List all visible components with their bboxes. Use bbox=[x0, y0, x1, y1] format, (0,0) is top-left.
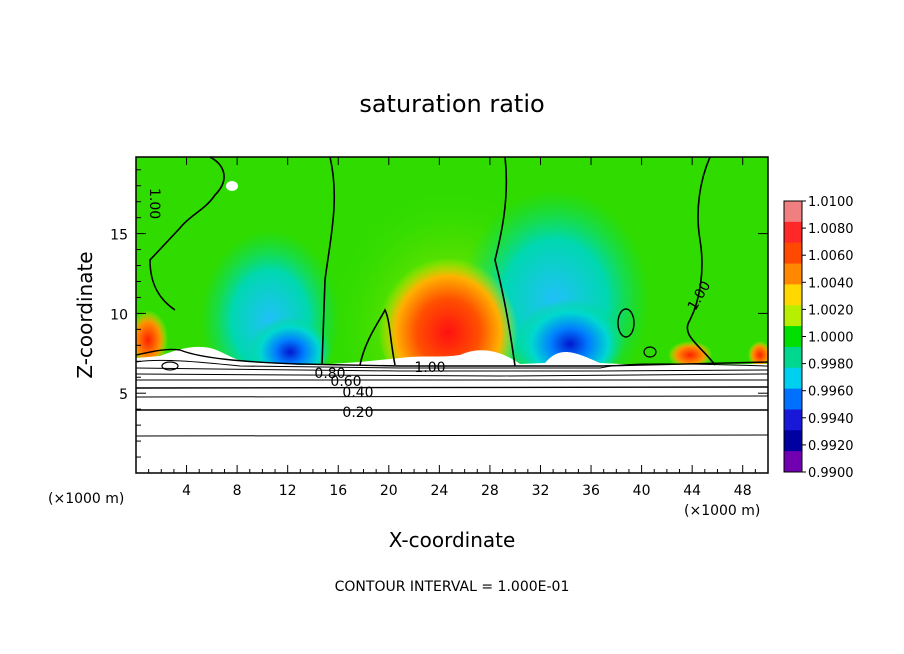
colorbar-tick-label: 0.9920 bbox=[808, 439, 854, 454]
colorbar-swatch bbox=[784, 346, 802, 369]
x-tick-label: 16 bbox=[329, 483, 347, 499]
x-tick-label: 48 bbox=[734, 483, 752, 499]
contour-lines bbox=[136, 157, 768, 437]
x-tick-label: 36 bbox=[582, 483, 600, 499]
x-tick-label: 44 bbox=[683, 483, 701, 499]
colorbar-tick-label: 1.0020 bbox=[808, 303, 854, 318]
contour-interval-note: CONTOUR INTERVAL = 1.000E-01 bbox=[335, 579, 570, 595]
colorbar-swatch bbox=[784, 367, 802, 390]
x-tick-label: 32 bbox=[532, 483, 550, 499]
colorbar-tick-label: 0.9960 bbox=[808, 385, 854, 400]
x-axis-title: X-coordinate bbox=[389, 528, 516, 552]
colorbar-swatch bbox=[784, 201, 802, 223]
chart-title: saturation ratio bbox=[359, 90, 544, 118]
colorbar-tick-label: 1.0100 bbox=[808, 195, 854, 210]
x-axis-ticks: 4 8 12 16 20 24 28 32 36 40 44 48 bbox=[148, 157, 756, 499]
colorbar-swatch bbox=[784, 305, 802, 327]
y-tick-label: 15 bbox=[110, 228, 128, 244]
heatmap-field bbox=[136, 157, 768, 473]
y-axis-title: Z-coordinate bbox=[73, 251, 97, 378]
y-tick-label: 10 bbox=[110, 307, 128, 323]
colorbar-swatch bbox=[784, 451, 802, 473]
x-unit-right: (×1000 m) bbox=[684, 503, 760, 519]
colorbar-swatch bbox=[784, 388, 802, 410]
contour-label: 0.40 bbox=[342, 385, 373, 401]
colorbar: 1.0100 1.0080 1.0060 1.0040 1.0020 1.0000 0.99… bbox=[783, 195, 854, 481]
colorbar-tick-label: 1.0060 bbox=[808, 249, 854, 264]
x-tick-label: 8 bbox=[233, 483, 242, 499]
x-unit-left: (×1000 m) bbox=[48, 491, 124, 507]
x-tick-label: 40 bbox=[633, 483, 651, 499]
colorbar-swatch bbox=[784, 409, 802, 431]
y-tick-label: 5 bbox=[119, 387, 128, 403]
contour-label: 1.00 bbox=[414, 360, 445, 376]
colorbar-tick-label: 0.9980 bbox=[808, 358, 854, 373]
colorbar-tick-label: 1.0040 bbox=[808, 276, 854, 291]
x-tick-label: 20 bbox=[380, 483, 398, 499]
contour-label: 0.80 bbox=[314, 366, 345, 382]
x-tick-label: 4 bbox=[182, 483, 191, 499]
x-tick-label: 28 bbox=[481, 483, 499, 499]
colorbar-swatch bbox=[784, 430, 802, 452]
colorbar-swatch bbox=[784, 242, 802, 265]
contour-label: 1.00 bbox=[146, 188, 162, 219]
contour-label: 0.20 bbox=[342, 405, 373, 421]
colorbar-tick-label: 0.9940 bbox=[808, 412, 854, 427]
colorbar-tick-label: 1.0080 bbox=[808, 222, 854, 237]
colorbar-tick-label: 0.9900 bbox=[808, 466, 854, 481]
colorbar-swatch bbox=[784, 263, 802, 285]
colorbar-swatch bbox=[784, 221, 802, 244]
x-tick-label: 24 bbox=[430, 483, 448, 499]
contour-label: 0.60 bbox=[330, 374, 361, 390]
colorbar-swatch bbox=[784, 284, 802, 306]
y-axis-ticks: 5 10 15 bbox=[110, 169, 768, 458]
colorbar-swatch bbox=[784, 326, 802, 348]
colorbar-tick-label: 1.0000 bbox=[808, 331, 854, 346]
x-tick-label: 12 bbox=[279, 483, 297, 499]
